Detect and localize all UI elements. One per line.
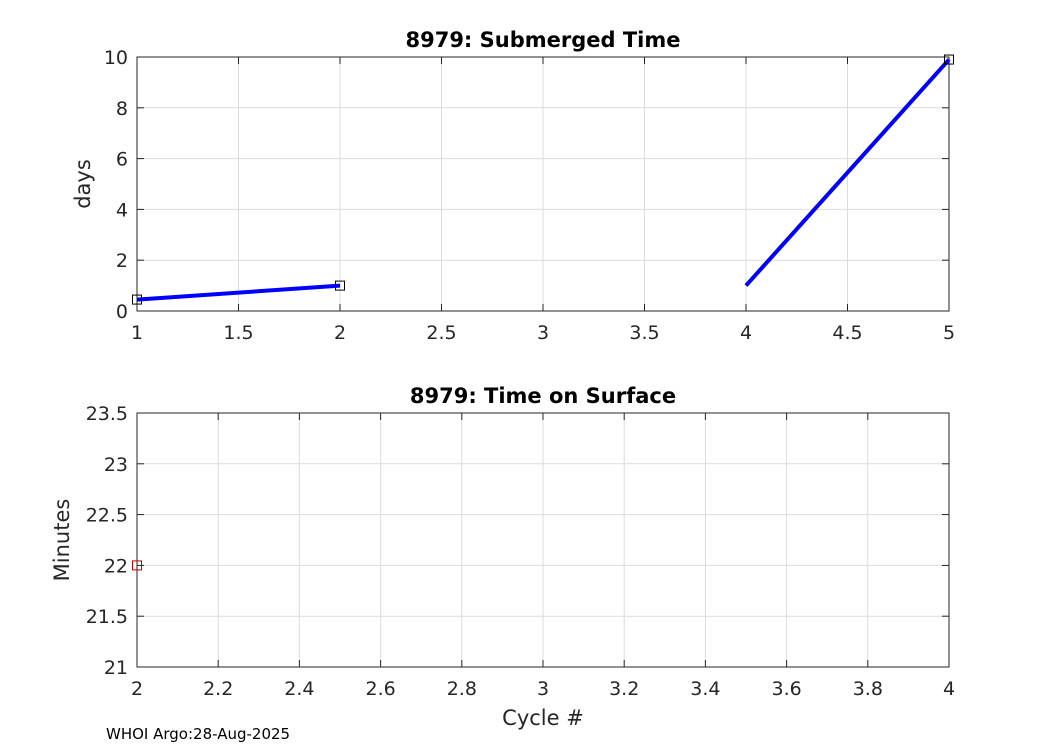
x-tick-label: 4 [943, 678, 955, 700]
y-tick-label: 4 [116, 199, 128, 221]
x-tick-label: 3.4 [690, 678, 720, 700]
x-tick-label: 3.5 [629, 322, 659, 344]
x-tick-label: 3 [537, 678, 549, 700]
x-tick-label: 1.5 [223, 322, 253, 344]
x-tick-label: 4.5 [832, 322, 862, 344]
y-axis-label: days [71, 159, 95, 209]
x-tick-label: 2.6 [365, 678, 395, 700]
x-axis-label: Cycle # [502, 706, 584, 730]
series-line-segment [136, 283, 341, 302]
data-point-marker [132, 560, 142, 571]
chart-title: 8979: Time on Surface [410, 384, 676, 408]
x-tick-label: 4 [740, 322, 752, 344]
y-axis-label: Minutes [50, 499, 74, 582]
y-tick-label: 23 [104, 454, 128, 476]
axes-box [136, 412, 950, 668]
axes-box [136, 56, 950, 312]
x-tick-label: 1 [131, 322, 143, 344]
y-tick-label: 6 [116, 149, 128, 171]
y-tick-label: 10 [104, 47, 128, 69]
y-tick-label: 22 [104, 555, 128, 577]
y-tick-label: 21.5 [86, 606, 128, 628]
data-point-marker [944, 54, 954, 65]
x-tick-label: 3 [537, 322, 549, 344]
x-tick-label: 2.8 [447, 678, 477, 700]
footer-credit: WHOI Argo:28-Aug-2025 [106, 725, 291, 743]
x-tick-label: 2 [334, 322, 346, 344]
x-tick-label: 2.5 [426, 322, 456, 344]
chart-title: 8979: Submerged Time [405, 28, 680, 52]
data-point-marker [335, 280, 345, 291]
y-tick-label: 2 [116, 250, 128, 272]
y-tick-label: 0 [116, 301, 128, 323]
x-tick-label: 3.6 [771, 678, 801, 700]
x-tick-label: 3.2 [609, 678, 639, 700]
x-tick-label: 2 [131, 678, 143, 700]
y-tick-label: 22.5 [86, 505, 128, 527]
x-tick-label: 2.2 [203, 678, 233, 700]
time-on-surface-chart: 2 2.2 2.4 2.6 2.8 3 3.2 3.4 3.6 3.8 4 21 21.5 22 22.5 2… [50, 384, 955, 730]
x-tick-label: 5 [943, 322, 955, 344]
y-tick-label: 21 [104, 657, 128, 679]
x-tick-label: 2.4 [284, 678, 314, 700]
y-tick-label: 8 [116, 98, 128, 120]
series-line-segment [744, 58, 951, 287]
x-tick-label: 3.8 [853, 678, 883, 700]
submerged-time-chart: 1 1.5 2 2.5 3 3.5 4 4.5 5 0 2 4 6 8 10 8979: Submerged … [71, 28, 955, 344]
data-point-marker [132, 294, 142, 305]
y-tick-label: 23.5 [86, 403, 128, 425]
